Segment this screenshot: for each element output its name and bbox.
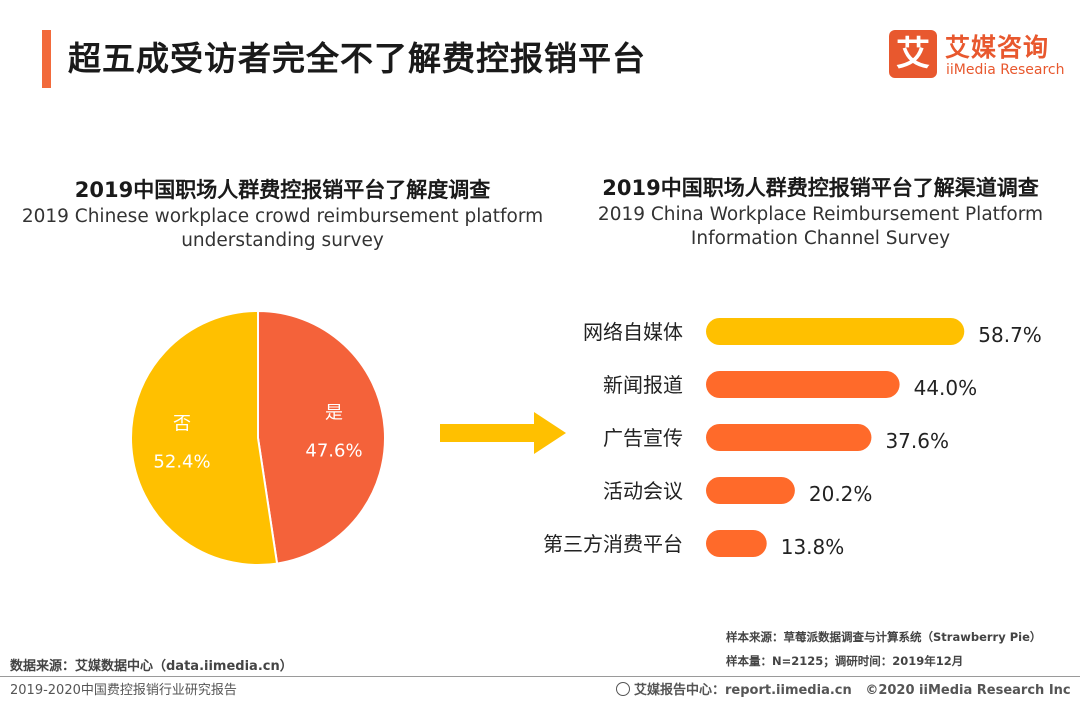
bar-category-label-1: 新闻报道 bbox=[603, 373, 683, 397]
bar-value-label-3: 20.2% bbox=[809, 482, 873, 506]
bar-value-label-4: 13.8% bbox=[781, 535, 845, 559]
logo-name-cn: 艾媒咨询 bbox=[945, 33, 1050, 62]
sample-source: 样本来源：草莓派数据调查与计算系统（Strawberry Pie） bbox=[726, 630, 1042, 644]
report-center-text: 艾媒报告中心：report.iimedia.cn bbox=[634, 683, 852, 698]
right-arrow-icon bbox=[440, 412, 566, 454]
logo-name-en: iiMedia Research bbox=[946, 62, 1065, 78]
bar-category-label-4: 第三方消费平台 bbox=[543, 532, 683, 556]
bar-category-label-2: 广告宣传 bbox=[603, 426, 683, 450]
bar-value-label-1: 44.0% bbox=[914, 376, 978, 400]
title-accent-bar bbox=[42, 30, 51, 88]
pie-chart-subtitle: 2019 Chinese workplace crowd reimburseme… bbox=[21, 206, 544, 251]
globe-icon bbox=[616, 682, 630, 696]
bar-chart-subtitle: 2019 China Workplace Reimbursement Platf… bbox=[597, 204, 1044, 249]
page-title: 超五成受访者完全不了解费控报销平台 bbox=[68, 39, 646, 78]
copyright: ©2020 iiMedia Research Inc bbox=[865, 683, 1071, 698]
pie-slice-label-1: 否 bbox=[173, 414, 191, 435]
pie-slice-1 bbox=[130, 309, 279, 566]
report-center: 艾媒报告中心：report.iimedia.cn ©2020 iiMedia R… bbox=[616, 679, 1071, 698]
bar-4 bbox=[706, 530, 767, 557]
bar-value-label-0: 58.7% bbox=[978, 323, 1042, 347]
pie-chart-title: 2019中国职场人群费控报销平台了解度调查 bbox=[74, 178, 491, 202]
footer-divider bbox=[0, 676, 1080, 677]
bar-chart-title: 2019中国职场人群费控报销平台了解渠道调查 bbox=[602, 176, 1039, 200]
pie-slice-value-1: 52.4% bbox=[153, 452, 210, 473]
pie-slice-0 bbox=[257, 309, 386, 565]
bar-2 bbox=[706, 424, 872, 451]
bar-value-label-2: 37.6% bbox=[885, 429, 949, 453]
pie-slice-label-0: 是 bbox=[325, 402, 343, 423]
bar-category-label-3: 活动会议 bbox=[603, 479, 683, 503]
iimedia-logo-icon: 艾 bbox=[889, 30, 937, 78]
pie-chart-heading: 2019中国职场人群费控报销平台了解度调查 2019 Chinese workp… bbox=[10, 175, 555, 253]
bar-1 bbox=[706, 371, 900, 398]
data-source: 数据来源：艾媒数据中心（data.iimedia.cn） bbox=[10, 659, 293, 674]
report-name: 2019-2020中国费控报销行业研究报告 bbox=[10, 683, 237, 698]
bar-category-label-0: 网络自媒体 bbox=[583, 320, 683, 344]
bar-3 bbox=[706, 477, 795, 504]
pie-slice-value-0: 47.6% bbox=[305, 440, 362, 461]
bar-0 bbox=[706, 318, 965, 345]
bar-chart-heading: 2019中国职场人群费控报销平台了解渠道调查 2019 China Workpl… bbox=[568, 173, 1073, 251]
sample-size: 样本量：N=2125；调研时间：2019年12月 bbox=[726, 654, 964, 668]
